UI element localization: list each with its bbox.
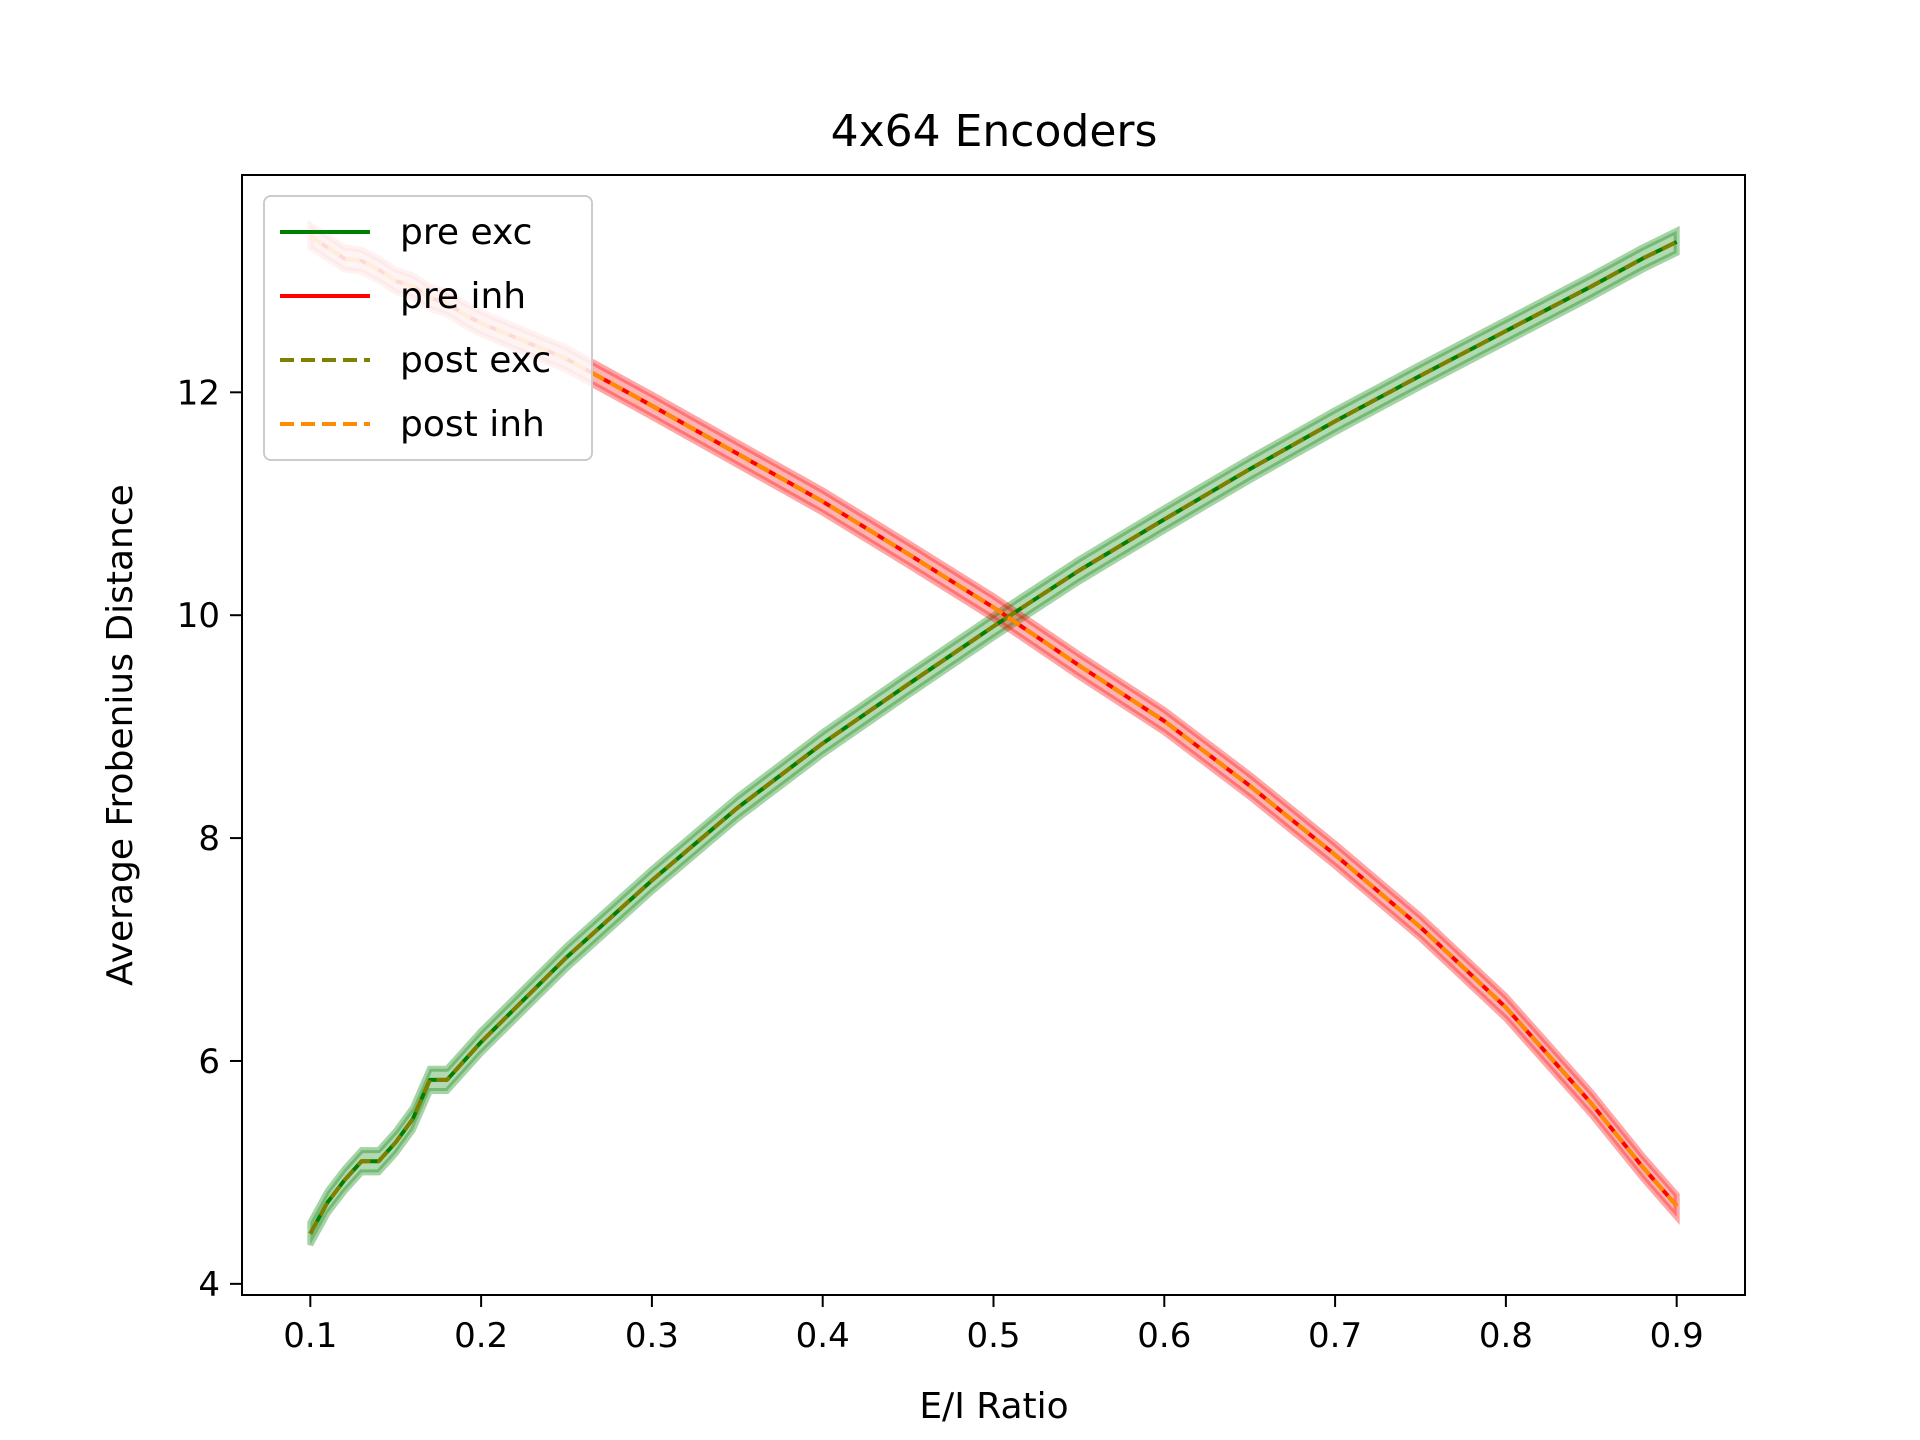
x-tick-label: 0.6 [1137,1316,1191,1356]
y-axis-ticks: 4 6 8 10 12 [177,373,242,1305]
legend-box [263,195,593,461]
series-line-post-exc [308,240,1678,1235]
chart-title: 4x64 Encoders [831,106,1158,157]
legend-label-pre-inh: pre inh [400,276,526,317]
x-tick-label: 0.2 [454,1316,508,1356]
x-tick-label: 0.8 [1479,1316,1533,1356]
y-tick-label: 10 [177,596,220,636]
x-tick-label: 0.9 [1650,1316,1704,1356]
plot-frame [241,174,1746,1296]
legend-label-post-inh: post inh [400,404,545,445]
x-axis-label: E/I Ratio [919,1386,1068,1427]
legend: pre exc pre inh post exc post inh [263,195,593,461]
y-tick-label: 4 [198,1265,220,1305]
legend-label-post-exc: post exc [400,340,551,381]
x-tick-label: 0.7 [1308,1316,1362,1356]
x-tick-label: 0.1 [283,1316,337,1356]
band-pre-exc [307,225,1680,1247]
y-tick-label: 12 [177,373,220,413]
x-tick-label: 0.3 [625,1316,679,1356]
y-tick-label: 6 [198,1042,220,1082]
x-tick-label: 0.4 [796,1316,850,1356]
y-axis-label: Average Frobenius Distance [100,484,141,986]
x-tick-label: 0.5 [966,1316,1020,1356]
x-axis-ticks: 0.1 0.2 0.3 0.4 0.5 0.6 0.7 0.8 0.9 [283,1295,1704,1356]
legend-label-pre-exc: pre exc [400,212,532,253]
series-line-post-inh [309,234,1679,1208]
y-tick-label: 8 [198,819,220,859]
